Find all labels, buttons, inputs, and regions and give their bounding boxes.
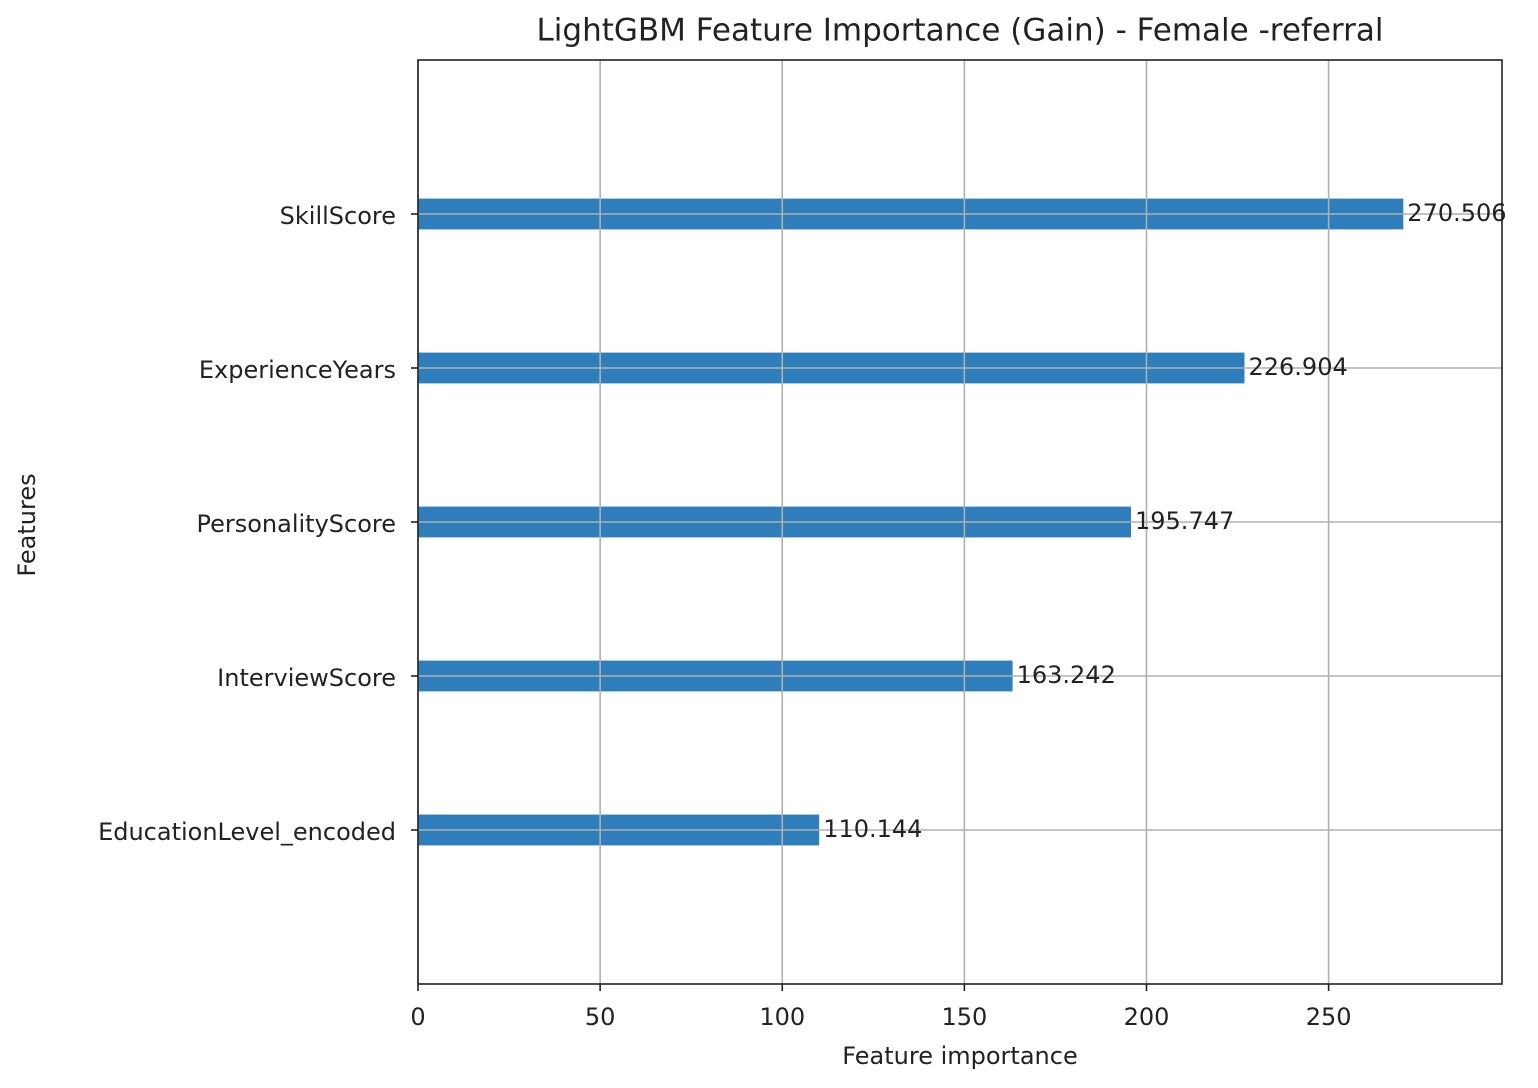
y-tick-label: EducationLevel_encoded xyxy=(98,818,396,846)
value-label: 226.904 xyxy=(1248,353,1347,381)
y-tick-label: SkillScore xyxy=(280,202,396,230)
x-tick-label: 0 xyxy=(410,1003,425,1031)
y-axis-label: Features xyxy=(13,473,41,576)
value-label: 163.242 xyxy=(1017,661,1116,689)
y-tick-label: PersonalityScore xyxy=(196,510,396,538)
x-tick-label: 100 xyxy=(759,1003,805,1031)
value-label: 270.506 xyxy=(1407,199,1506,227)
plot-frame xyxy=(417,59,1503,985)
x-tick-label: 150 xyxy=(941,1003,987,1031)
x-tick-label: 250 xyxy=(1306,1003,1352,1031)
chart-title: LightGBM Feature Importance (Gain) - Fem… xyxy=(537,13,1384,49)
y-tick-label: InterviewScore xyxy=(217,664,396,692)
x-tick-label: 200 xyxy=(1124,1003,1170,1031)
x-axis-label: Feature importance xyxy=(842,1042,1077,1070)
value-label: 195.747 xyxy=(1135,507,1234,535)
y-tick-label: ExperienceYears xyxy=(199,356,396,384)
x-tick-label: 50 xyxy=(585,1003,616,1031)
value-label: 110.144 xyxy=(823,815,922,843)
